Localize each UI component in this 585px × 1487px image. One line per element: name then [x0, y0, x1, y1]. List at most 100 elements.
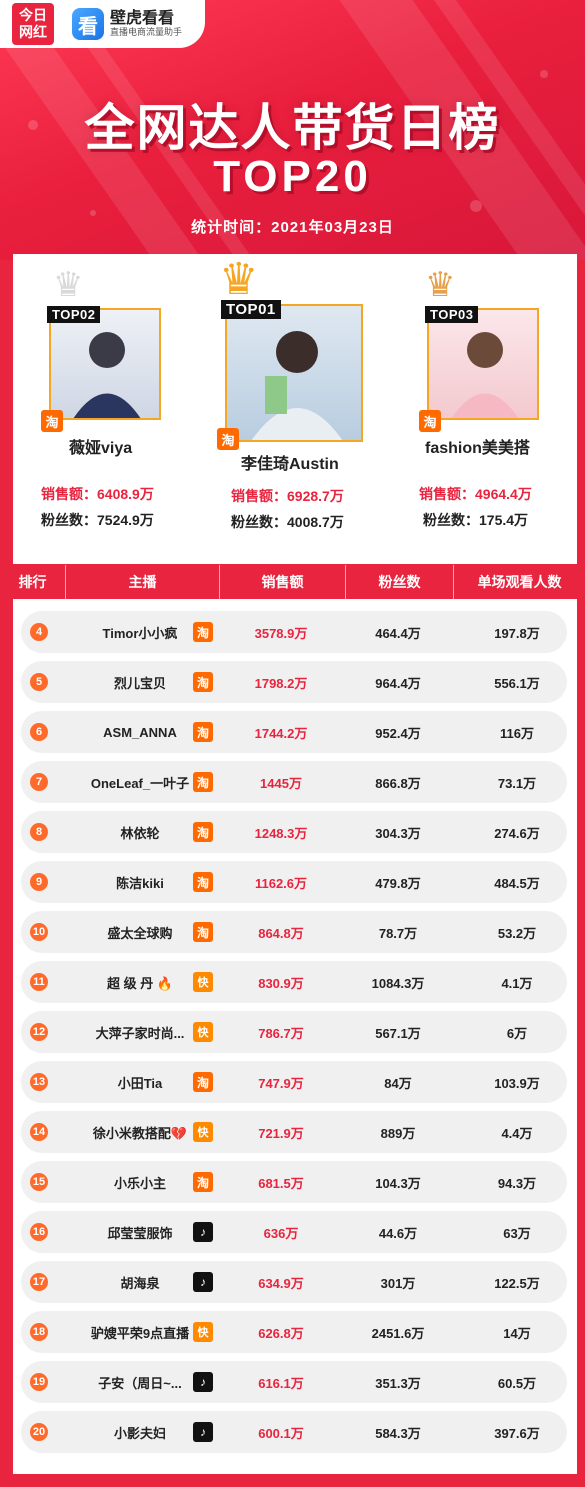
silver-crown-icon: ♛ [53, 266, 84, 304]
table-row[interactable]: 9 陈洁kiki 淘 1162.6万 479.8万 484.5万 [21, 861, 567, 903]
views-value: 556.1万 [494, 675, 540, 691]
douyin-icon: ♪ [193, 1222, 213, 1242]
views-value: 103.9万 [494, 1075, 540, 1091]
streamer-name[interactable]: 胡海泉 [120, 1275, 160, 1291]
col-sales: 销售额 [220, 565, 346, 599]
douyin-icon: ♪ [193, 1372, 213, 1392]
streamer-name[interactable]: 大萍子家时尚... [95, 1025, 185, 1041]
taobao-icon: 淘 [193, 1172, 213, 1192]
gold-crown-icon: ♛ [219, 255, 259, 304]
streamer-name[interactable]: 小田Tia [117, 1075, 163, 1091]
taobao-icon: 淘 [193, 772, 213, 792]
ranking-table-body: 4 Timor小小疯淘 3578.9万 464.4万 197.8万 5 烈儿宝贝淘 1798.… [13, 599, 577, 1474]
sales-value: 3578.9万 [254, 625, 308, 641]
table-row[interactable]: 4 Timor小小疯淘 3578.9万 464.4万 197.8万 [21, 611, 567, 653]
streamer-name[interactable]: 盛太全球购 [107, 925, 173, 941]
table-row[interactable]: 8 林依轮 淘 1248.3万 304.3万 274.6万 [21, 811, 567, 853]
taobao-icon: 淘 [193, 922, 213, 942]
table-row[interactable]: 17 胡海泉 ♪ 634.9万 301万 122.5万 [21, 1261, 567, 1303]
taobao-icon: 淘 [193, 822, 213, 842]
streamer-name[interactable]: 驴嫂平荣9点直播 [90, 1325, 190, 1341]
rank-badge: 9 [30, 873, 48, 891]
table-row[interactable]: 15 小乐小主 淘 681.5万 104.3万 94.3万 [21, 1161, 567, 1203]
rank-badge: 19 [30, 1373, 48, 1391]
kuaishou-icon: 快 [193, 1122, 213, 1142]
top3-avatar[interactable] [427, 308, 539, 420]
taobao-icon: 淘 [193, 722, 213, 742]
brand-bar: 今日 网红 看 壁虎看看 直播电商流量助手 [0, 0, 205, 48]
views-value: 63万 [503, 1225, 531, 1241]
views-value: 53.2万 [497, 925, 537, 941]
table-row[interactable]: 10 盛太全球购 淘 864.8万 78.7万 53.2万 [21, 911, 567, 953]
top3-tag: TOP03 [425, 306, 479, 323]
streamer-name[interactable]: 邱莹莹服饰 [107, 1225, 173, 1241]
sales-value: 786.7万 [258, 1025, 304, 1041]
streamer-name[interactable]: 林依轮 [120, 825, 160, 841]
col-streamer: 主播 [66, 565, 220, 599]
streamer-name[interactable]: ASM_ANNA [103, 724, 177, 740]
table-row[interactable]: 13 小田Tia 淘 747.9万 84万 103.9万 [21, 1061, 567, 1103]
streamer-name[interactable]: OneLeaf_一叶子 [90, 775, 190, 791]
views-value: 4.1万 [501, 975, 533, 991]
fans-value: 44.6万 [378, 1225, 418, 1241]
fans-value: 866.8万 [375, 775, 421, 791]
fans-value: 104.3万 [375, 1175, 421, 1191]
rank-badge: 4 [30, 623, 48, 641]
fans-value: 304.3万 [375, 825, 421, 841]
top3-fans: 粉丝数：175.4万 [423, 512, 529, 528]
app-name: 壁虎看看 [110, 10, 175, 28]
rank-badge: 10 [30, 923, 48, 941]
col-views: 单场观看人数 [477, 574, 562, 590]
table-row[interactable]: 12 大萍子家时尚... 快 786.7万 567.1万 6万 [21, 1011, 567, 1053]
streamer-name[interactable]: 烈儿宝贝 [113, 675, 166, 691]
fans-value: 464.4万 [375, 625, 421, 641]
sales-value: 681.5万 [258, 1175, 304, 1191]
streamer-name[interactable]: 陈洁kiki [116, 875, 164, 891]
views-value: 6万 [506, 1025, 528, 1041]
table-row[interactable]: 11 超 级 丹 🔥 快 830.9万 1084.3万 4.1万 [21, 961, 567, 1003]
streamer-name[interactable]: 小乐小主 [113, 1175, 166, 1191]
taobao-icon: 淘 [193, 872, 213, 892]
top1-tag: TOP01 [221, 300, 281, 319]
sales-value: 626.8万 [258, 1325, 304, 1341]
table-row[interactable]: 14 徐小米教搭配💔 快 721.9万 889万 4.4万 [21, 1111, 567, 1153]
table-row[interactable]: 19 子安（周日~... ♪ 616.1万 351.3万 60.5万 [21, 1361, 567, 1403]
streamer-name[interactable]: 子安（周日~... [98, 1375, 182, 1391]
top2-avatar[interactable] [49, 308, 161, 420]
streamer-name[interactable]: 小影夫妇 [113, 1425, 166, 1441]
rank-badge: 6 [30, 723, 48, 741]
views-value: 484.5万 [494, 875, 540, 891]
kuaishou-icon: 快 [193, 1322, 213, 1342]
kuaishou-icon: 快 [193, 1022, 213, 1042]
streamer-name[interactable]: Timor小小疯 [102, 625, 178, 641]
table-row[interactable]: 6 ASM_ANNA 淘 1744.2万 952.4万 116万 [21, 711, 567, 753]
col-fans: 粉丝数 [346, 565, 454, 599]
fans-value: 584.3万 [375, 1425, 421, 1441]
douyin-icon: ♪ [193, 1272, 213, 1292]
views-value: 14万 [503, 1325, 531, 1341]
fans-value: 889万 [380, 1125, 416, 1141]
streamer-name[interactable]: 徐小米教搭配💔 [92, 1125, 188, 1141]
fans-value: 78.7万 [378, 925, 418, 941]
views-value: 116万 [500, 725, 534, 741]
sales-value: 1248.3万 [254, 825, 308, 841]
top2-name: 薇娅viya [69, 440, 133, 457]
table-row[interactable]: 16 邱莹莹服饰 ♪ 636万 44.6万 63万 [21, 1211, 567, 1253]
top2-tag: TOP02 [47, 306, 101, 323]
table-row[interactable]: 18 驴嫂平荣9点直播快 626.8万 2451.6万 14万 [21, 1311, 567, 1353]
views-value: 94.3万 [497, 1175, 537, 1191]
table-row[interactable]: 5 烈儿宝贝 淘 1798.2万 964.4万 556.1万 [21, 661, 567, 703]
top1-fans: 粉丝数：4008.7万 [231, 514, 344, 530]
page-subtitle: TOP20 [213, 152, 372, 201]
table-row[interactable]: 20 小影夫妇 ♪ 600.1万 584.3万 397.6万 [21, 1411, 567, 1453]
table-row[interactable]: 7 OneLeaf_一叶子淘 1445万 866.8万 73.1万 [21, 761, 567, 803]
bihu-app-icon: 看 [72, 8, 104, 40]
sales-value: 1798.2万 [254, 675, 308, 691]
streamer-name[interactable]: 超 级 丹 🔥 [106, 975, 174, 991]
top1-avatar[interactable] [225, 304, 363, 442]
sales-value: 634.9万 [258, 1275, 304, 1291]
rank-badge: 14 [30, 1123, 48, 1141]
taobao-icon: 淘 [217, 428, 239, 450]
views-value: 73.1万 [497, 775, 537, 791]
podium-top3: ♛ TOP02 淘 薇娅viya 销售额：6408.9万 粉丝数：7524.9万… [13, 254, 577, 564]
